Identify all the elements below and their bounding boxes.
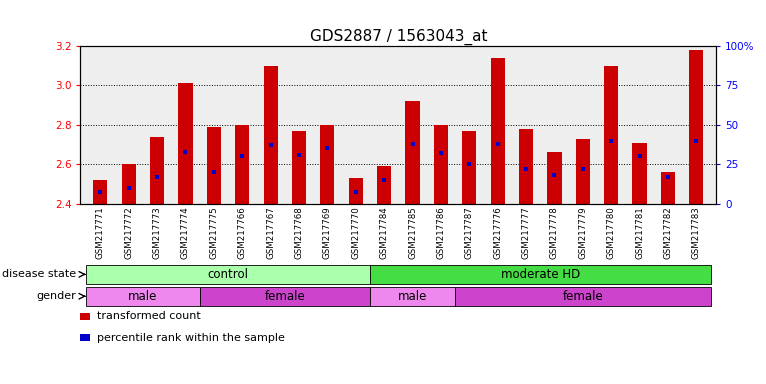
Bar (86, 265, 370, 284)
Bar (689, 50, 703, 204)
Title: GDS2887 / 1563043_at: GDS2887 / 1563043_at (309, 28, 487, 45)
Bar (264, 66, 278, 204)
Bar (519, 129, 533, 204)
Bar (207, 127, 221, 204)
Text: control: control (208, 268, 248, 281)
Bar (604, 66, 618, 204)
Bar (235, 125, 249, 204)
Bar (405, 101, 420, 204)
Bar (292, 131, 306, 204)
Text: male: male (398, 290, 427, 303)
Bar (377, 166, 391, 204)
Text: female: female (264, 290, 305, 303)
Bar (490, 58, 505, 204)
Text: transformed count: transformed count (97, 311, 200, 321)
Bar (320, 125, 335, 204)
Bar (178, 83, 192, 204)
Text: female: female (562, 290, 603, 303)
Bar (86, 287, 200, 306)
Bar (462, 131, 476, 204)
Text: moderate HD: moderate HD (501, 268, 580, 281)
Bar (200, 287, 370, 306)
Bar (370, 265, 711, 284)
Bar (93, 180, 107, 204)
Bar (122, 164, 136, 204)
Text: disease state: disease state (2, 269, 77, 280)
Bar (633, 142, 647, 204)
Bar (548, 152, 561, 204)
Bar (150, 137, 164, 204)
Bar (455, 287, 711, 306)
Bar (370, 287, 455, 306)
Bar (434, 125, 448, 204)
Text: male: male (128, 290, 158, 303)
Bar (349, 178, 363, 204)
Bar (576, 139, 590, 204)
Bar (661, 172, 675, 204)
Text: percentile rank within the sample: percentile rank within the sample (97, 333, 284, 343)
Text: gender: gender (37, 291, 77, 301)
